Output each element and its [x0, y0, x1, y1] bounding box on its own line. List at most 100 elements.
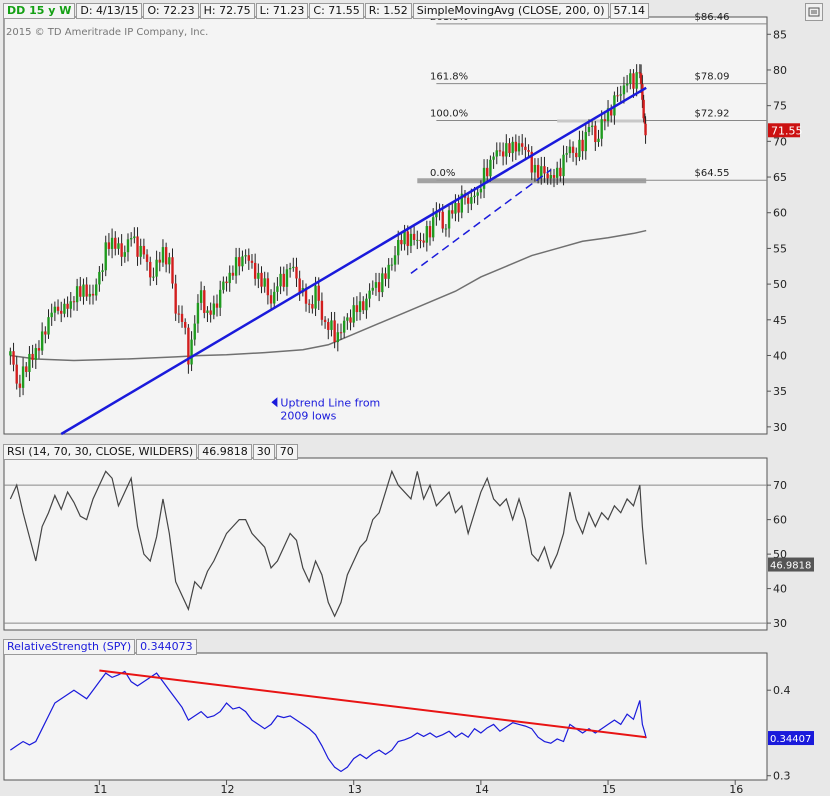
- annotation-text-line1: Uptrend Line from: [280, 396, 380, 409]
- candle-up: [21, 366, 25, 388]
- x-tick-label: 16: [729, 783, 743, 796]
- candle-down: [639, 73, 643, 85]
- candle-up: [397, 239, 400, 256]
- candle-up: [403, 231, 406, 245]
- rs-y-tick-label: 0.3: [773, 770, 791, 783]
- candle-up: [358, 301, 362, 313]
- candle-up: [330, 320, 333, 330]
- candle-down: [37, 348, 41, 351]
- settings-icon[interactable]: [805, 3, 823, 21]
- price-y-tick-label: 75: [773, 100, 787, 113]
- candle-down: [616, 95, 619, 97]
- last-price-label: 71.55: [771, 124, 803, 137]
- candle-down: [638, 72, 642, 74]
- candle-up: [161, 247, 165, 263]
- candle-up: [495, 150, 498, 157]
- candle-down: [308, 303, 311, 305]
- candle-down: [428, 226, 432, 238]
- study-label[interactable]: SimpleMovingAvg (CLOSE, 200, 0): [412, 3, 609, 19]
- candle-up: [9, 351, 12, 356]
- candle-up: [104, 242, 107, 271]
- candle-up: [460, 193, 463, 213]
- candle-up: [431, 217, 435, 238]
- candle-down: [514, 141, 518, 152]
- candle-up: [133, 236, 136, 239]
- fib-level-value: $78.09: [695, 72, 730, 83]
- candle-up: [129, 238, 133, 240]
- candle-down: [260, 272, 263, 287]
- candle-down: [486, 167, 489, 177]
- candle-down: [25, 366, 28, 372]
- rs-y-tick-label: 0.4: [773, 684, 791, 697]
- candle-up: [279, 273, 282, 287]
- rs-title[interactable]: RelativeStrength (SPY): [3, 639, 136, 655]
- candle-up: [263, 278, 266, 287]
- candle-up: [371, 287, 374, 291]
- candle-up: [168, 257, 171, 265]
- candle-down: [412, 233, 416, 240]
- candle-down: [422, 240, 425, 243]
- candle-up: [393, 255, 397, 265]
- candle-up: [444, 228, 448, 230]
- candle-up: [555, 167, 559, 178]
- candle-up: [152, 276, 155, 278]
- candle-up: [454, 203, 457, 214]
- candle-up: [533, 164, 537, 173]
- candle-up: [565, 153, 568, 155]
- candle-up: [568, 146, 572, 154]
- candle-down: [362, 301, 365, 311]
- candle-up: [28, 353, 31, 372]
- candle-down: [419, 239, 422, 241]
- candle-down: [323, 319, 327, 323]
- candle-down: [327, 322, 330, 330]
- candle-up: [635, 72, 638, 89]
- candle-up: [587, 127, 591, 133]
- candle-up: [352, 305, 355, 323]
- candle-up: [629, 73, 632, 84]
- candle-down: [508, 143, 511, 154]
- candle-up: [435, 211, 438, 218]
- candle-down: [142, 245, 146, 255]
- candle-up: [416, 239, 419, 241]
- price-y-tick-label: 65: [773, 171, 787, 184]
- rsi-title[interactable]: RSI (14, 70, 30, CLOSE, WILDERS): [3, 444, 198, 460]
- candle-down: [530, 151, 533, 173]
- candle-down: [349, 317, 352, 323]
- candle-down: [266, 278, 270, 296]
- candle-up: [470, 197, 473, 204]
- candle-down: [136, 236, 139, 257]
- candle-down: [546, 173, 549, 179]
- candle-down: [44, 331, 47, 335]
- candle-down: [282, 273, 285, 287]
- candle-down: [164, 247, 168, 265]
- candle-up: [492, 156, 495, 160]
- candle-up: [540, 166, 543, 178]
- dashed-channel-line: [410, 169, 552, 274]
- x-tick-label: 13: [348, 783, 362, 796]
- candle-down: [171, 257, 174, 284]
- rs-last-label: 0.34407: [770, 734, 811, 745]
- candle-up: [234, 257, 238, 276]
- candle-up: [314, 285, 317, 309]
- candle-down: [543, 166, 546, 174]
- symbol-label[interactable]: DD 15 y W: [3, 3, 76, 19]
- date-label: D: 4/13/15: [76, 3, 143, 19]
- price-y-tick-label: 60: [773, 207, 787, 220]
- price-y-tick-label: 70: [773, 135, 787, 148]
- price-y-tick-label: 55: [773, 242, 787, 255]
- candle-down: [317, 285, 320, 301]
- candle-down: [304, 287, 308, 304]
- candle-up: [139, 245, 142, 257]
- candle-down: [247, 255, 250, 261]
- candle-down: [642, 99, 645, 119]
- rs-trendline: [99, 669, 647, 739]
- sma-200-line: [10, 229, 647, 362]
- candle-down: [594, 125, 597, 143]
- candle-up: [82, 284, 85, 297]
- candle-up: [273, 291, 276, 304]
- candle-down: [333, 320, 336, 343]
- candle-down: [79, 286, 82, 297]
- candle-up: [190, 339, 193, 365]
- candle-down: [72, 301, 76, 303]
- candle-up: [63, 303, 66, 314]
